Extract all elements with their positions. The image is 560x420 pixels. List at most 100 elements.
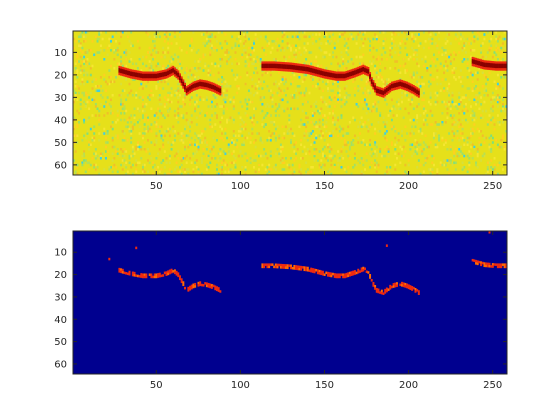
noise-cell (340, 33, 343, 36)
track-1-cell (207, 83, 210, 86)
noise-cell (184, 125, 186, 129)
track-2-cell (266, 68, 269, 71)
noise-cell (263, 49, 266, 52)
noise-cell (451, 98, 454, 102)
noise-cell (133, 114, 136, 117)
noise-cell (79, 69, 82, 72)
noise-cell (185, 67, 188, 70)
noise-cell (332, 33, 335, 36)
track-1-cell (150, 275, 153, 279)
noise-cell (157, 152, 160, 156)
noise-cell (207, 73, 210, 77)
track-2-cell (288, 66, 291, 70)
noise-cell (321, 96, 324, 99)
noise-cell (382, 121, 385, 124)
noise-cell (123, 159, 126, 162)
track-2-cell (411, 86, 414, 89)
noise-cell (96, 107, 99, 111)
noise-cell (197, 172, 200, 175)
noise-cell (427, 168, 430, 171)
noise-cell (121, 64, 124, 68)
track-2-cell (268, 65, 271, 69)
noise-cell (301, 103, 304, 106)
noise-cell (249, 76, 252, 79)
noise-cell (158, 109, 161, 113)
noise-cell (401, 134, 403, 138)
noise-cell (451, 116, 454, 120)
track-1-cell (163, 74, 166, 77)
noise-cell (108, 82, 111, 86)
noise-cell (266, 71, 269, 75)
noise-cell (143, 170, 146, 174)
noise-cell (264, 168, 267, 171)
noise-cell (305, 100, 308, 104)
track-1-cell (133, 69, 136, 73)
noise-cell (412, 40, 415, 43)
noise-cell (387, 78, 390, 81)
noise-cell (399, 161, 402, 165)
noise-cell (370, 62, 373, 66)
noise-cell (466, 58, 469, 61)
noise-cell (468, 42, 471, 45)
noise-cell (116, 73, 119, 77)
noise-cell (461, 118, 464, 122)
track-2-cell (348, 69, 351, 73)
noise-cell (469, 55, 472, 59)
track-2-cell (266, 265, 269, 269)
noise-cell (192, 73, 195, 77)
noise-cell (73, 127, 75, 131)
noise-cell (123, 89, 126, 93)
noise-cell (251, 51, 254, 54)
noise-cell (252, 166, 255, 169)
noise-cell (295, 55, 298, 59)
track-2-cell (394, 85, 397, 88)
track-1-cell (173, 74, 176, 77)
track-2-cell (360, 267, 363, 270)
noise-cell (490, 166, 493, 169)
track-1-cell (178, 275, 181, 278)
noise-cell (131, 145, 134, 149)
track-1-cell (192, 86, 195, 89)
noise-cell (364, 143, 366, 147)
noise-cell (311, 139, 314, 142)
noise-cell (412, 118, 415, 122)
noise-cell (330, 172, 333, 175)
track-1-cell (133, 76, 136, 80)
noise-cell (163, 55, 166, 59)
noise-cell (152, 69, 155, 72)
noise-cell (226, 89, 229, 93)
noise-cell (136, 148, 139, 151)
track-1-cell (165, 71, 168, 75)
noise-cell (476, 35, 479, 39)
noise-cell (293, 168, 296, 171)
noise-cell (123, 136, 126, 140)
noise-cell (125, 64, 128, 68)
noise-cell (476, 127, 479, 131)
noise-cell (283, 89, 286, 93)
noise-cell (501, 136, 504, 140)
noise-cell (147, 80, 149, 84)
noise-cell (379, 148, 382, 151)
noise-cell (226, 94, 229, 97)
noise-cell (459, 150, 462, 153)
noise-cell (291, 80, 294, 84)
noise-cell (256, 121, 259, 124)
noise-cell (170, 94, 173, 97)
noise-cell (221, 94, 224, 97)
noise-cell (281, 46, 284, 50)
noise-cell (367, 127, 370, 131)
track-2-cell (402, 284, 405, 288)
track-2-cell (374, 285, 377, 288)
noise-cell (483, 141, 486, 144)
noise-cell (337, 134, 340, 138)
noise-cell (227, 118, 230, 122)
noise-cell (291, 132, 294, 135)
track-1-cell (157, 75, 160, 79)
track-1-cell (155, 78, 158, 81)
track-3-cell (491, 263, 494, 266)
track-3-cell (495, 63, 498, 67)
track-2-cell (394, 80, 397, 84)
noise-cell (104, 100, 107, 104)
noise-cell (461, 76, 464, 79)
track-1-cell (150, 73, 153, 77)
